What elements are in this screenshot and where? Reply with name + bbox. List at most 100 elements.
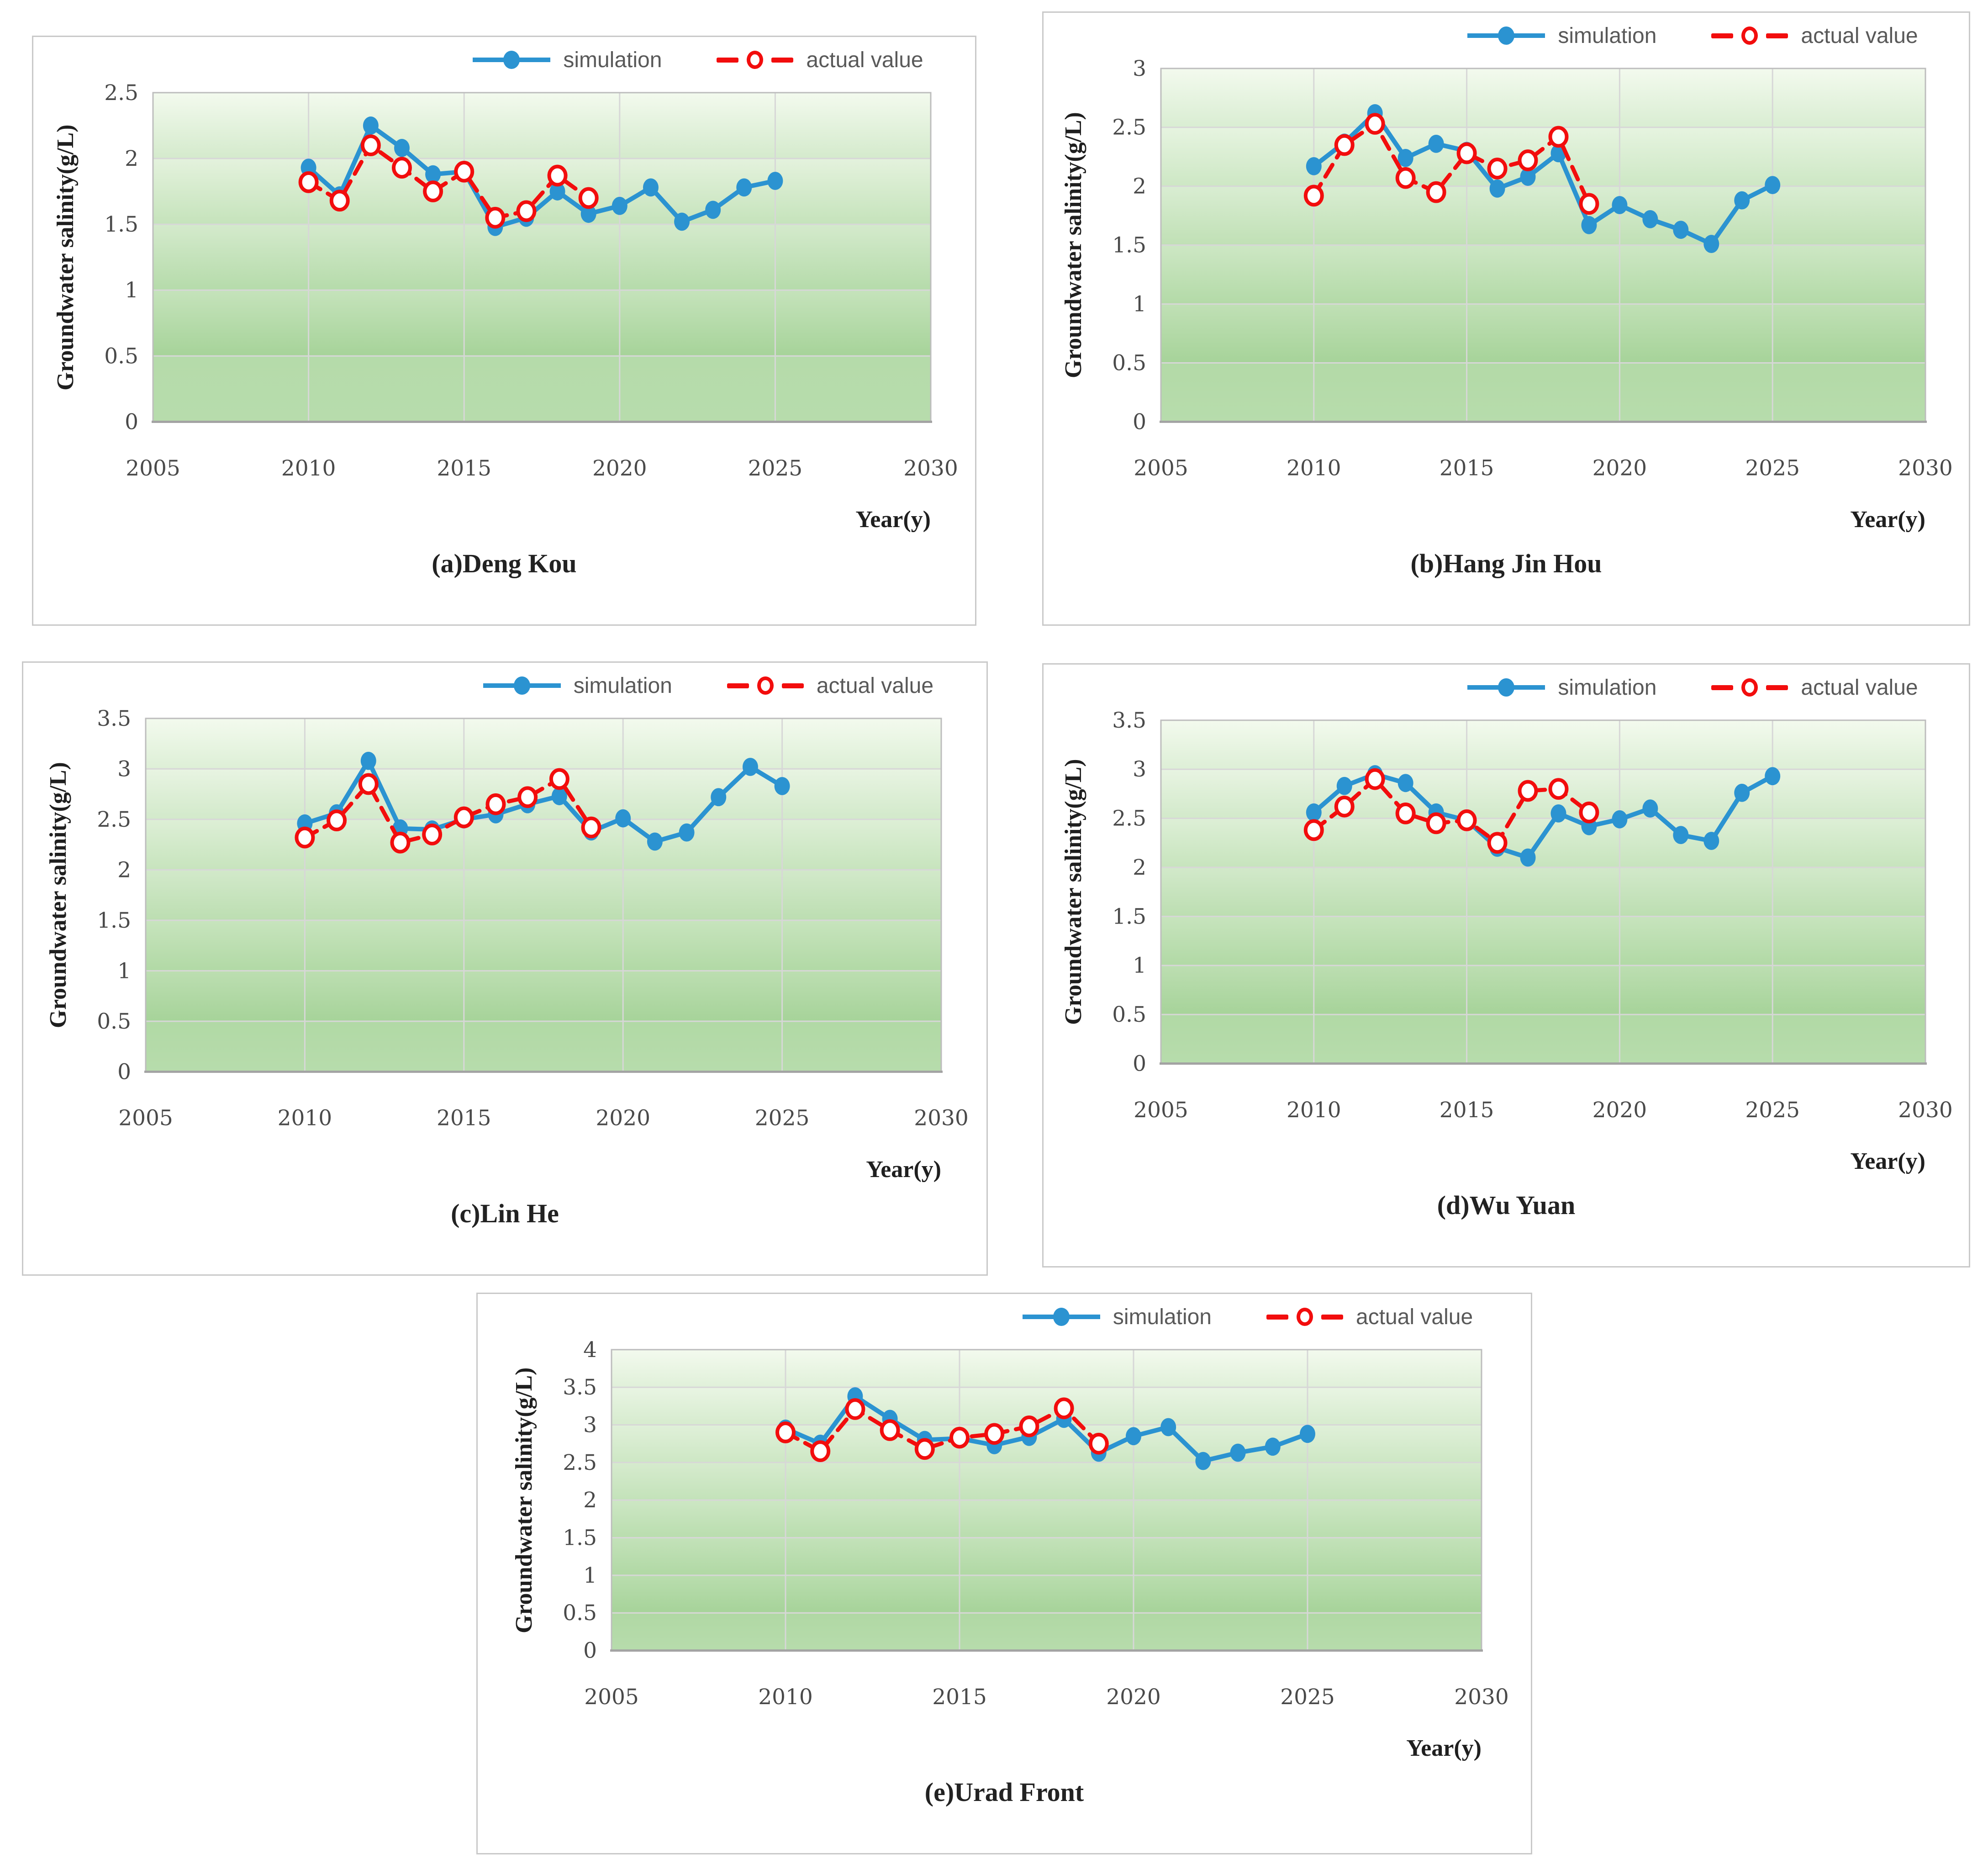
simulation-point (425, 165, 441, 184)
actual-point (581, 816, 601, 839)
y-tick-label: 0.5 (104, 344, 138, 369)
x-tick-label: 2010 (278, 1106, 332, 1131)
y-tick-label: 1 (117, 959, 131, 983)
simulation-point (1703, 235, 1719, 253)
y-tick-label: 2 (125, 147, 138, 171)
legend: simulation actual value (1044, 13, 1969, 58)
figure-panel-urad-front: simulation actual value 0 0.5 1 1.5 2 2.5 3 3.5… (476, 1293, 1532, 1854)
actual-point (358, 773, 379, 795)
figure-panel-deng-kou: simulation actual value 0 0.5 1 1.5 2 2.5 2005… (32, 36, 976, 626)
simulation-point (1265, 1437, 1281, 1456)
simulation-point (767, 172, 783, 190)
simulation-point (711, 788, 727, 807)
actual-line (1312, 121, 1591, 206)
actual-point (1334, 134, 1355, 156)
plot-band (1161, 1014, 1925, 1064)
actual-point (1426, 181, 1446, 203)
actual-point (1456, 809, 1477, 831)
simulation-point (615, 809, 631, 828)
chart-caption: (a)Deng Kou (432, 549, 577, 578)
simulation-legend-marker-icon (1467, 678, 1545, 697)
plot-band (612, 1613, 1482, 1651)
y-tick-label: 2.5 (97, 808, 131, 832)
y-tick-label: 2 (1133, 856, 1146, 880)
simulation-point (742, 758, 758, 776)
simulation-point (363, 116, 379, 135)
y-axis-title: Groundwater salinity(g/L) (511, 1368, 537, 1633)
legend-item-simulation: simulation (1467, 23, 1656, 48)
actual-point (949, 1426, 970, 1449)
actual-point (1487, 158, 1508, 180)
legend-item-actual: actual value (1711, 23, 1918, 48)
x-tick-label: 2025 (1745, 456, 1800, 481)
y-tick-label: 1 (1133, 292, 1146, 317)
plot-band (1161, 186, 1925, 246)
simulation-point (1520, 848, 1536, 867)
x-tick-label: 2015 (1440, 456, 1494, 481)
actual-point (1334, 795, 1355, 818)
actual-point (1518, 149, 1538, 171)
actual-point (1365, 113, 1385, 135)
figure-panel-wu-yuan: simulation actual value 0 0.5 1 1.5 2 2.5 3 3.5… (1042, 663, 1970, 1268)
simulation-point (679, 823, 695, 842)
x-tick-label: 2030 (1898, 456, 1953, 481)
y-tick-label: 2.5 (1112, 116, 1146, 140)
simulation-point (647, 832, 663, 851)
simulation-point (1765, 176, 1781, 195)
actual-point (1518, 780, 1538, 802)
simulation-point (736, 178, 752, 197)
simulation-line (1311, 772, 1775, 860)
simulation-point (1734, 191, 1750, 210)
y-tick-label: 3 (583, 1413, 597, 1438)
legend-item-simulation: simulation (473, 48, 662, 73)
actual-point (547, 164, 568, 187)
actual-point (1019, 1415, 1039, 1437)
actual-legend-marker-icon (717, 51, 794, 69)
plot-band (146, 920, 941, 972)
chart-canvas-deng-kou: 0 0.5 1 1.5 2 2.5 2005 2010 2015 2020 2025 2030 Grou… (53, 83, 958, 533)
simulation-point (1397, 148, 1413, 167)
legend-item-simulation: simulation (1022, 1304, 1212, 1330)
gridlines (1161, 720, 1925, 1064)
actual-point (298, 171, 319, 193)
simulation-point (1489, 179, 1505, 198)
y-tick-label: 2.5 (104, 83, 138, 106)
simulation-point (1734, 783, 1750, 802)
axis-tick-labels: 0 0.5 1 1.5 2 2.5 3 3.5 4 2005 2010 2015 2020 2025 203… (563, 1340, 1509, 1710)
plot-band (153, 224, 931, 291)
x-tick-label: 2015 (932, 1685, 987, 1710)
simulation-point (1428, 135, 1444, 153)
y-tick-label: 0 (583, 1639, 597, 1664)
legend-label-actual: actual value (1356, 1304, 1473, 1329)
actual-point (517, 786, 538, 808)
legend-item-actual: actual value (1711, 675, 1918, 700)
actual-legend-marker-icon (1711, 26, 1788, 45)
actual-point (295, 826, 315, 849)
actual-point (880, 1419, 900, 1441)
x-tick-label: 2025 (1280, 1685, 1335, 1710)
simulation-point (1642, 799, 1658, 818)
plot-band (146, 870, 941, 921)
legend-label-simulation: simulation (563, 48, 662, 72)
simulation-point (705, 201, 721, 219)
actual-legend-marker-icon (1266, 1308, 1343, 1326)
chart-canvas-wu-yuan: 0 0.5 1 1.5 2 2.5 3 3.5 2005 2010 2015 2020 2025 2030… (1060, 710, 1953, 1174)
plot-band (612, 1425, 1482, 1463)
y-tick-label: 0 (1133, 1051, 1146, 1076)
legend-item-actual: actual value (727, 673, 933, 698)
y-tick-label: 3 (1133, 757, 1146, 782)
x-tick-label: 2005 (584, 1685, 639, 1710)
actual-point (327, 809, 347, 831)
plot-band (146, 971, 941, 1022)
figure-panel-lin-he: simulation actual value 0 0.5 1 1.5 2 2.5 3 3.5… (22, 661, 988, 1276)
legend: simulation actual value (23, 663, 986, 708)
simulation-point (1160, 1418, 1176, 1436)
x-axis-title: Year(y) (1850, 1148, 1925, 1174)
plot-band (1161, 68, 1925, 128)
x-axis-title: Year(y) (866, 1157, 941, 1183)
x-tick-label: 2030 (903, 456, 958, 481)
simulation-point (1673, 826, 1689, 844)
simulation-point (1306, 157, 1322, 175)
y-tick-label: 2 (583, 1488, 597, 1513)
x-tick-label: 2015 (437, 1106, 491, 1131)
